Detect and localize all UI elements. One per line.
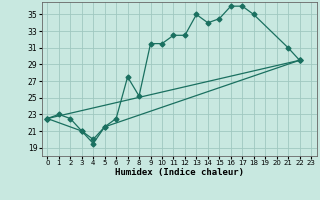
X-axis label: Humidex (Indice chaleur): Humidex (Indice chaleur) — [115, 168, 244, 177]
